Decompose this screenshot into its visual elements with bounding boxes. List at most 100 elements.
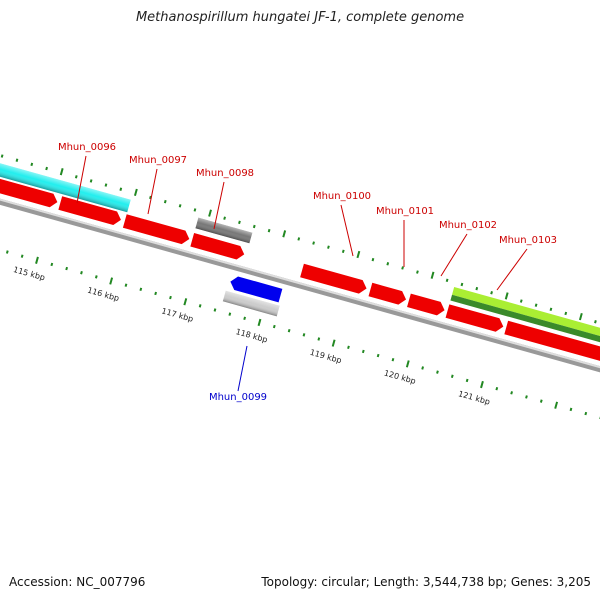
tick-mark — [436, 370, 439, 374]
tick-mark — [490, 291, 493, 295]
gene-label[interactable]: Mhun_0103 — [499, 235, 557, 246]
tick-mark — [282, 230, 287, 238]
tick-mark — [525, 395, 528, 399]
scale-label: 117 kbp — [161, 306, 195, 323]
scale-label: 118 kbp — [235, 327, 269, 344]
tick-mark — [213, 308, 217, 312]
gene-gray-block[interactable] — [195, 217, 253, 244]
gene-mhun-0103-block[interactable] — [450, 286, 600, 371]
tick-mark — [238, 220, 241, 225]
tick-mark — [430, 271, 435, 279]
gene-arrow-mhun-0097[interactable] — [122, 214, 191, 246]
tick-mark — [35, 256, 39, 264]
gene-label[interactable]: Mhun_0098 — [196, 168, 254, 179]
accession-text: Accession: NC_007796 — [9, 575, 146, 589]
tick-mark — [124, 283, 128, 287]
tick-mark — [569, 407, 573, 412]
tick-mark — [89, 179, 93, 183]
tick-mark — [391, 357, 395, 362]
tick-mark — [302, 333, 306, 337]
tick-mark — [109, 277, 114, 285]
tick-mark — [20, 254, 24, 258]
map-title: Methanospirillum hungatei JF-1, complete… — [135, 10, 465, 25]
tick-mark — [267, 228, 271, 233]
tick-mark — [178, 204, 182, 208]
tick-mark — [94, 275, 98, 279]
tick-mark — [0, 154, 4, 158]
tick-mark — [193, 208, 197, 212]
tick-mark — [510, 391, 513, 395]
tick-mark — [183, 298, 188, 306]
gene-leader-line — [147, 168, 158, 215]
gene-arrow-red[interactable] — [0, 163, 59, 209]
tick-mark — [5, 250, 9, 254]
tick-mark — [257, 318, 262, 327]
gene-label[interactable]: Mhun_0096 — [58, 142, 116, 153]
gene-arrow-mhun-0101[interactable] — [368, 282, 408, 306]
tick-mark — [243, 316, 247, 321]
gene-arrow-mhun-0099[interactable] — [229, 275, 283, 303]
tick-mark — [104, 183, 108, 187]
gene-label[interactable]: Mhun_0101 — [376, 206, 434, 217]
tick-mark — [45, 166, 48, 171]
tick-mark — [539, 399, 543, 403]
tick-mark — [534, 303, 538, 307]
tick-mark — [504, 292, 509, 300]
gene-leader-line — [237, 345, 248, 392]
scale-label: 120 kbp — [383, 368, 417, 385]
tick-mark — [421, 366, 425, 370]
tick-mark — [59, 168, 64, 176]
gene-leader-line — [496, 248, 528, 291]
tick-mark — [341, 249, 345, 254]
tick-mark — [163, 199, 167, 204]
tick-mark — [445, 278, 449, 283]
tick-mark — [495, 386, 499, 391]
tick-mark — [450, 374, 454, 378]
tick-mark — [312, 241, 315, 245]
tick-mark — [228, 312, 232, 316]
tick-mark — [371, 257, 375, 262]
tick-mark — [361, 349, 365, 354]
tick-mark — [584, 411, 588, 416]
tick-mark — [401, 266, 404, 270]
scale-label: 121 kbp — [457, 389, 491, 406]
gene-label[interactable]: Mhun_0100 — [313, 191, 371, 202]
tick-mark — [297, 237, 301, 241]
gene-arrow-mhun-0100[interactable] — [300, 263, 368, 296]
gene-lightgray-block[interactable] — [222, 290, 280, 317]
tick-mark — [133, 188, 138, 197]
tick-mark — [480, 380, 484, 389]
scale-label: 115 kbp — [12, 265, 46, 282]
tick-mark — [15, 158, 19, 162]
gene-mhun-0096-block[interactable] — [0, 148, 131, 213]
tick-mark — [317, 337, 321, 341]
gene-label[interactable]: Mhun_0097 — [129, 155, 187, 166]
genome-summary-text: Topology: circular; Length: 3,544,738 bp… — [261, 575, 591, 589]
gene-arrow-mhun-0098[interactable] — [190, 233, 246, 261]
gene-arrow-mhun-0102[interactable] — [407, 293, 446, 317]
tick-mark — [50, 262, 54, 267]
tick-mark — [564, 311, 568, 316]
tick-mark — [578, 313, 583, 321]
tick-mark — [460, 282, 464, 287]
lower-tick-row — [5, 250, 600, 420]
tick-mark — [208, 209, 212, 217]
tick-mark — [223, 216, 226, 220]
tick-mark — [272, 324, 276, 329]
gene-label[interactable]: Mhun_0099 — [209, 392, 267, 403]
gene-label[interactable]: Mhun_0102 — [439, 220, 497, 231]
gene-arrow-mhun-0103[interactable] — [445, 304, 506, 333]
tick-mark — [252, 224, 256, 229]
tick-mark — [30, 162, 34, 167]
tick-mark — [154, 291, 158, 296]
tick-mark — [376, 353, 380, 358]
tick-mark — [65, 266, 69, 271]
tick-mark — [465, 378, 469, 383]
gene-label-layer: Mhun_0096 Mhun_0097 Mhun_0098 Mhun_0099 Mhun… — [58, 142, 557, 403]
gene-arrow-mhun-0096[interactable] — [58, 196, 122, 226]
tick-mark — [347, 345, 350, 349]
tick-mark — [519, 299, 523, 303]
gene-leader-line — [340, 204, 354, 257]
tick-mark — [287, 328, 291, 333]
genome-backbone-highlight — [0, 149, 600, 421]
